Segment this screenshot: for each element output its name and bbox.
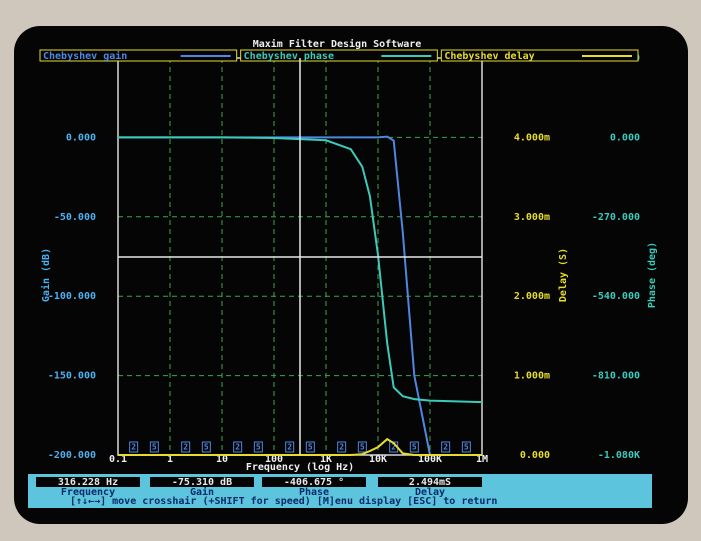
minor-tick-label: 5 <box>308 443 313 452</box>
minor-tick-label: 2 <box>131 443 136 452</box>
y-tick-label: -200.000 <box>48 450 96 461</box>
y2-tick-label: 1.000m <box>514 371 550 382</box>
y3-tick-label: -810.000 <box>592 371 640 382</box>
minor-tick-label: 2 <box>287 443 292 452</box>
legend-label: Chebyshev delay <box>444 51 534 62</box>
y2-tick-label: 4.000m <box>514 132 550 143</box>
minor-tick-label: 5 <box>152 443 157 452</box>
y-tick-label: -50.000 <box>54 212 96 223</box>
y3-tick-label: -540.000 <box>592 291 640 302</box>
minor-tick-label: 5 <box>360 443 365 452</box>
x-axis-title: Frequency (log Hz) <box>246 462 354 473</box>
minor-tick-label: 5 <box>204 443 209 452</box>
y3-axis-title: Phase (deg) <box>647 242 658 308</box>
y3-tick-label: 0.000 <box>610 132 640 143</box>
y-tick-label: 0.000 <box>66 132 96 143</box>
minor-tick-label: 5 <box>256 443 261 452</box>
minor-tick-label: 2 <box>235 443 240 452</box>
y2-tick-label: 3.000m <box>514 212 550 223</box>
y2-tick-label: 2.000m <box>514 291 550 302</box>
y-tick-label: -100.000 <box>48 291 96 302</box>
minor-tick-label: 5 <box>464 443 469 452</box>
minor-tick-label: 2 <box>443 443 448 452</box>
y3-tick-label: -1.080K <box>598 450 640 461</box>
minor-tick-label: 2 <box>339 443 344 452</box>
y2-axis-title: Delay (S) <box>558 248 569 302</box>
y3-tick-label: -270.000 <box>592 212 640 223</box>
legend-label: Chebyshev phase <box>244 51 334 62</box>
legend-label: Chebyshev gain <box>43 50 127 62</box>
screen-photo: Maxim Filter Design Software Frequency (… <box>0 0 701 541</box>
monitor-screen <box>14 26 688 524</box>
help-text: [↑↓←→] move crosshair (+SHIFT for speed)… <box>70 495 497 507</box>
chart-title: Maxim Filter Design Software <box>253 38 422 50</box>
minor-tick-label: 5 <box>412 443 417 452</box>
minor-tick-label: 2 <box>183 443 188 452</box>
y2-tick-label: 0.000 <box>520 450 550 461</box>
y-tick-label: -150.000 <box>48 371 96 382</box>
